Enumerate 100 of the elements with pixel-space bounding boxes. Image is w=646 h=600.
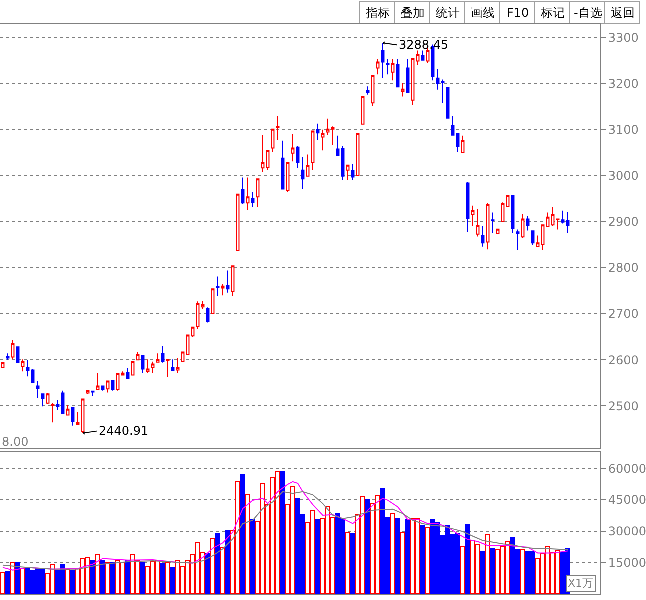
candlestick <box>291 134 295 162</box>
candlestick <box>336 135 340 156</box>
candlestick <box>276 116 280 141</box>
bar <box>460 546 465 594</box>
candlestick <box>221 284 225 296</box>
bar <box>465 524 470 594</box>
bar <box>210 538 215 594</box>
candlestick <box>6 353 10 361</box>
candlestick <box>346 164 350 181</box>
y-tick-label: 2700 <box>608 307 639 322</box>
bar <box>160 563 165 594</box>
bar <box>100 560 105 594</box>
bar <box>345 532 350 594</box>
candlestick <box>261 134 265 173</box>
candlestick <box>331 126 335 146</box>
candlestick <box>551 206 555 227</box>
candlestick <box>321 129 325 152</box>
bar <box>490 548 495 594</box>
candlestick <box>241 177 245 204</box>
bar <box>250 519 255 594</box>
bar <box>365 499 370 594</box>
candlestick <box>406 58 410 94</box>
bar <box>225 530 230 594</box>
candlestick <box>46 392 50 405</box>
bar <box>220 547 225 594</box>
y-tick-label: 60000 <box>608 462 646 476</box>
bar <box>245 494 250 594</box>
candlestick <box>271 128 275 153</box>
text: -自选 <box>574 6 602 20</box>
candlestick <box>176 358 180 374</box>
candlestick <box>26 360 30 378</box>
y-tick-label: 2500 <box>608 399 639 414</box>
candlestick <box>301 156 305 190</box>
bar <box>400 532 405 594</box>
y-tick-label: 3000 <box>608 169 639 184</box>
text: 标记 <box>540 6 565 20</box>
annotation: 3288.45 <box>399 38 449 52</box>
bar <box>170 567 175 594</box>
bar <box>390 513 395 594</box>
candlestick <box>11 340 15 360</box>
bar <box>240 474 245 594</box>
candlestick <box>21 359 25 372</box>
candlestick <box>126 368 130 379</box>
candlestick <box>161 346 165 364</box>
bar <box>215 533 220 594</box>
text: 画线 <box>471 6 495 20</box>
annotation: X1万 <box>568 577 594 590</box>
y-tick-label: 45000 <box>608 493 646 508</box>
candlestick <box>166 359 170 378</box>
bar <box>5 571 10 594</box>
bar <box>105 562 110 594</box>
candlestick <box>91 390 95 397</box>
bar <box>280 471 285 594</box>
candlestick <box>296 146 300 169</box>
candlestick <box>41 393 45 408</box>
candlestick <box>541 224 545 251</box>
candlestick <box>306 154 310 177</box>
candlestick <box>366 86 370 96</box>
annotation: 8.00 <box>2 435 29 449</box>
bar <box>315 519 320 594</box>
y-tick-label: 3300 <box>608 31 639 46</box>
candlestick <box>416 50 420 66</box>
candlestick <box>386 58 390 76</box>
candlestick <box>251 192 255 208</box>
candlestick <box>376 58 380 76</box>
candlestick <box>76 412 80 426</box>
y-tick-label: 30000 <box>608 524 646 539</box>
candlestick <box>351 163 355 181</box>
y-tick-label: 3200 <box>608 77 639 92</box>
candlestick <box>171 359 175 372</box>
text: 返回 <box>611 6 635 20</box>
candlestick <box>256 178 260 208</box>
candlestick <box>316 123 320 141</box>
bar <box>95 554 100 594</box>
candlestick <box>481 226 485 248</box>
candlestick <box>326 118 330 136</box>
candlestick <box>311 130 315 171</box>
annotation: 2440.91 <box>99 424 149 438</box>
bar <box>420 525 425 594</box>
bar <box>70 570 75 594</box>
candlestick <box>151 361 155 374</box>
candlestick <box>441 79 445 104</box>
candlestick <box>51 402 55 424</box>
bar <box>480 551 485 594</box>
candlestick <box>456 134 460 153</box>
candlestick <box>521 214 525 239</box>
candlestick <box>201 300 205 310</box>
candlestick <box>121 371 125 376</box>
candlestick <box>526 216 530 232</box>
bar <box>395 518 400 594</box>
candlestick <box>421 50 425 61</box>
bar <box>15 562 20 594</box>
candlestick <box>536 235 540 248</box>
candlestick <box>226 270 230 294</box>
bar <box>205 553 210 594</box>
bar <box>350 533 355 594</box>
bar <box>125 560 130 594</box>
candlestick <box>436 68 440 90</box>
bar <box>10 562 15 594</box>
text: 叠加 <box>401 6 425 20</box>
